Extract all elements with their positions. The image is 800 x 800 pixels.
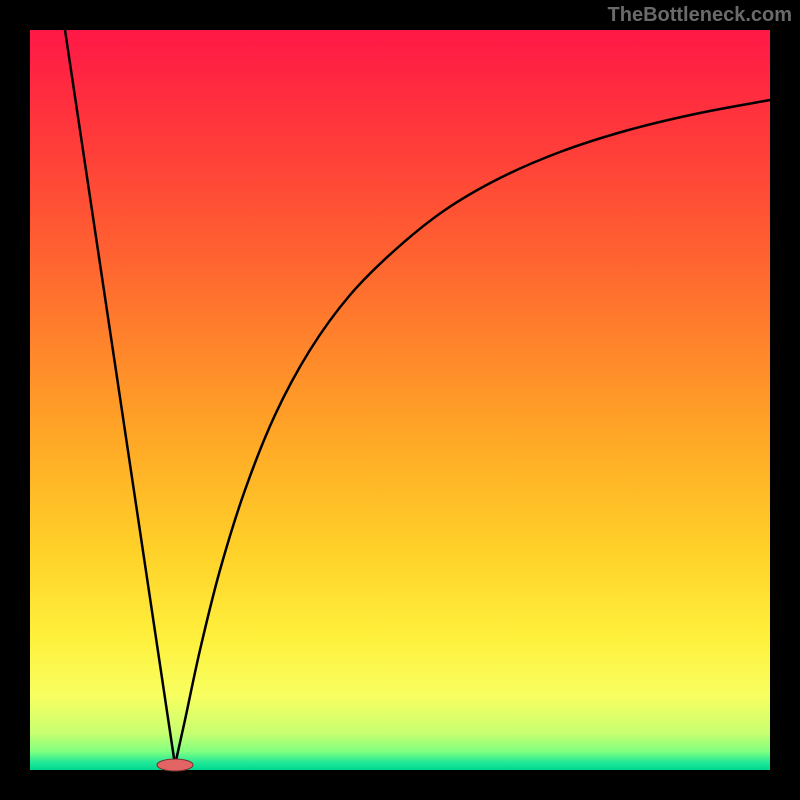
chart-svg [0,0,800,800]
plot-background [30,30,770,770]
minimum-marker [157,759,193,771]
watermark-text: TheBottleneck.com [608,4,792,27]
chart-container: TheBottleneck.com [0,0,800,800]
